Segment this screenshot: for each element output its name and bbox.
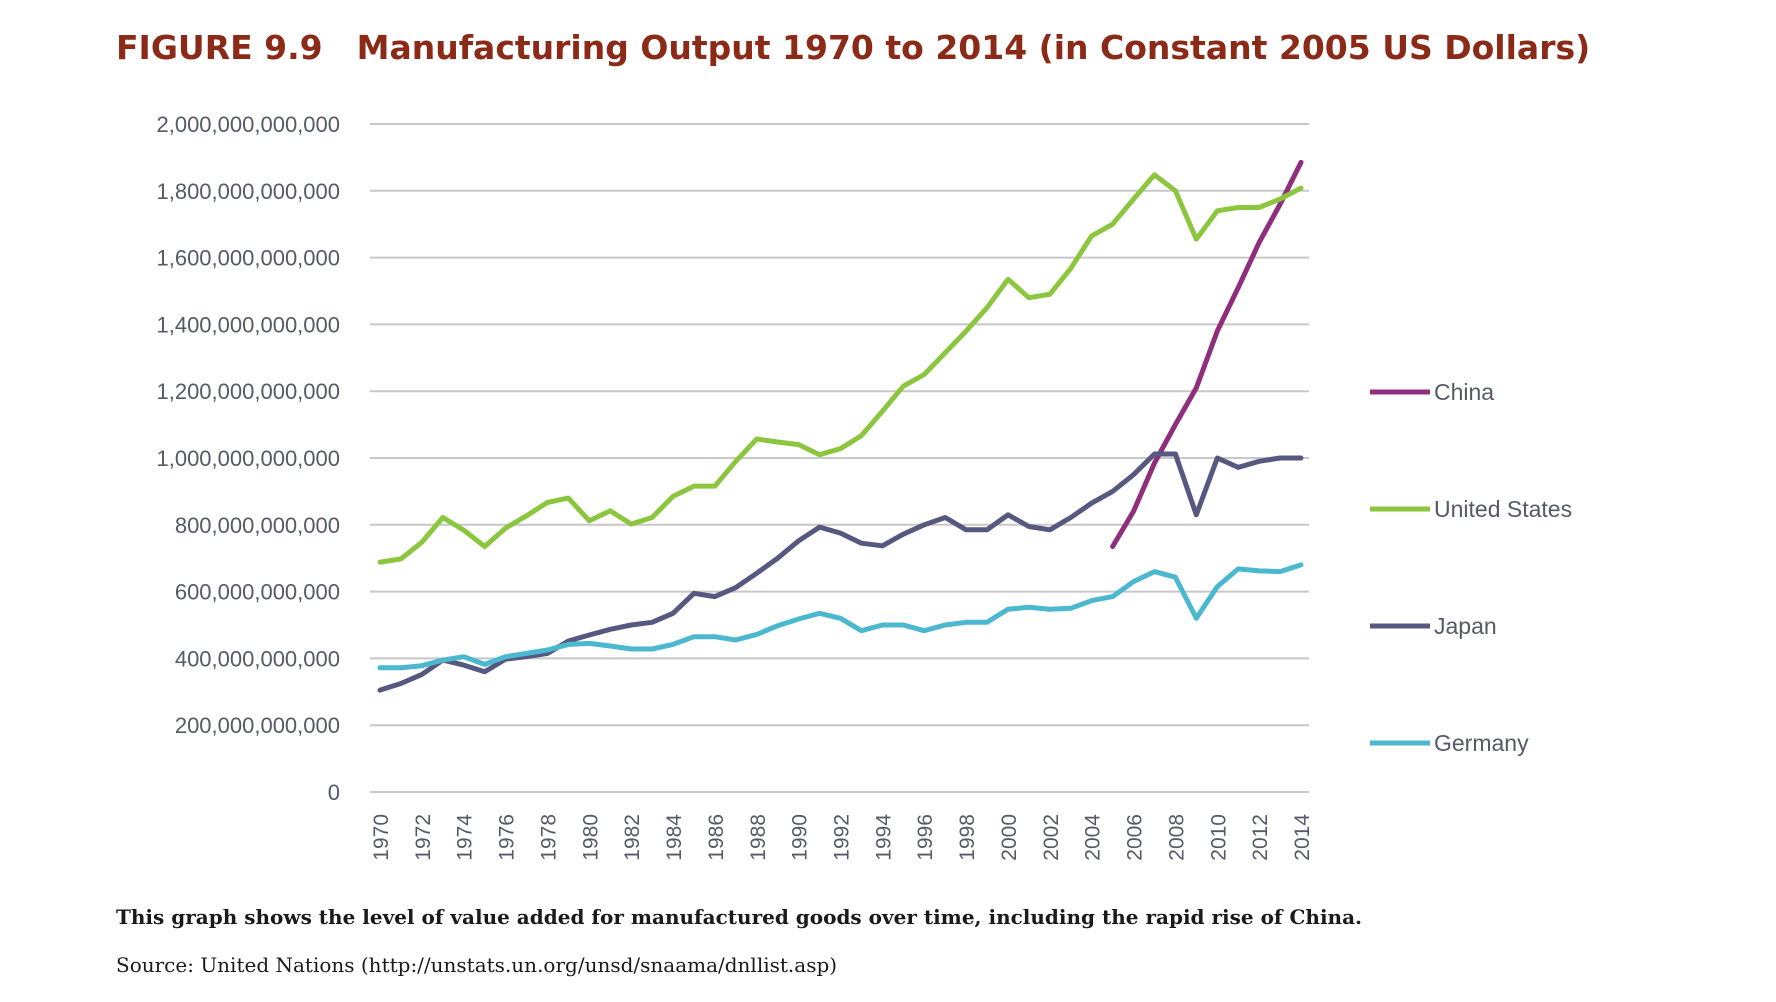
x-tick-label: 2004 [1082, 814, 1105, 861]
y-tick-label: 1,600,000,000,000 [156, 246, 340, 271]
x-tick-label: 1972 [412, 814, 435, 861]
x-tick-label: 1992 [831, 814, 854, 861]
figure-title: FIGURE 9.9 Manufacturing Output 1970 to 2… [116, 28, 1590, 67]
x-tick-label: 2002 [1040, 814, 1063, 861]
x-axis-ticks: 1970 1972 1974 1976 1978 1980 1982 1984 1986 1988… [370, 814, 1314, 861]
x-tick-label: 2006 [1124, 814, 1147, 861]
x-tick-label: 1984 [663, 814, 686, 861]
y-tick-label: 800,000,000,000 [175, 513, 340, 538]
y-tick-label: 1,400,000,000,000 [156, 312, 340, 337]
legend: China United States Japan Germany [1370, 379, 1572, 756]
x-tick-label: 1970 [370, 814, 393, 861]
series-line-united-states [377, 172, 1304, 565]
x-tick-label: 1990 [789, 814, 812, 861]
figure-caption: This graph shows the level of value adde… [116, 905, 1363, 929]
y-tick-label: 600,000,000,000 [175, 580, 340, 605]
legend-label-china: China [1434, 379, 1494, 405]
x-tick-label: 2010 [1207, 814, 1230, 861]
x-tick-label: 2014 [1291, 814, 1314, 861]
x-tick-label: 2008 [1165, 814, 1188, 861]
x-tick-label: 1988 [747, 814, 770, 861]
figure-number: FIGURE 9.9 [116, 28, 323, 67]
legend-label-japan: Japan [1434, 613, 1497, 639]
y-tick-label: 200,000,000,000 [175, 713, 340, 738]
x-tick-label: 2000 [998, 814, 1021, 861]
y-tick-label: 1,800,000,000,000 [156, 179, 340, 204]
x-tick-label: 1996 [914, 814, 937, 861]
x-tick-label: 1980 [579, 814, 602, 861]
line-chart: 0 200,000,000,000 400,000,000,000 600,000,0… [156, 112, 1572, 861]
figure-title-text: Manufacturing Output 1970 to 2014 (in Co… [356, 28, 1591, 67]
series-lines [377, 159, 1304, 693]
x-tick-label: 1986 [705, 814, 728, 861]
x-tick-label: 1994 [872, 814, 895, 861]
legend-label-united-states: United States [1434, 496, 1572, 522]
x-tick-label: 1998 [956, 814, 979, 861]
x-tick-label: 1974 [454, 814, 477, 861]
gridlines [370, 123, 1309, 793]
figure-source: Source: United Nations (http://unstats.u… [116, 953, 838, 977]
y-axis-ticks: 0 200,000,000,000 400,000,000,000 600,000,0… [156, 112, 340, 805]
x-tick-label: 2012 [1249, 814, 1272, 861]
legend-label-germany: Germany [1434, 730, 1529, 756]
x-tick-label: 1978 [537, 814, 560, 861]
y-tick-label: 400,000,000,000 [175, 646, 340, 671]
series-line-germany [377, 562, 1304, 671]
series-line-japan [377, 451, 1304, 693]
x-tick-label: 1982 [621, 814, 644, 861]
y-tick-label: 1,200,000,000,000 [156, 379, 340, 404]
y-tick-label: 0 [328, 780, 340, 805]
y-tick-label: 1,000,000,000,000 [156, 446, 340, 471]
series-line-china [1110, 159, 1304, 549]
y-tick-label: 2,000,000,000,000 [156, 112, 340, 137]
x-tick-label: 1976 [496, 814, 519, 861]
